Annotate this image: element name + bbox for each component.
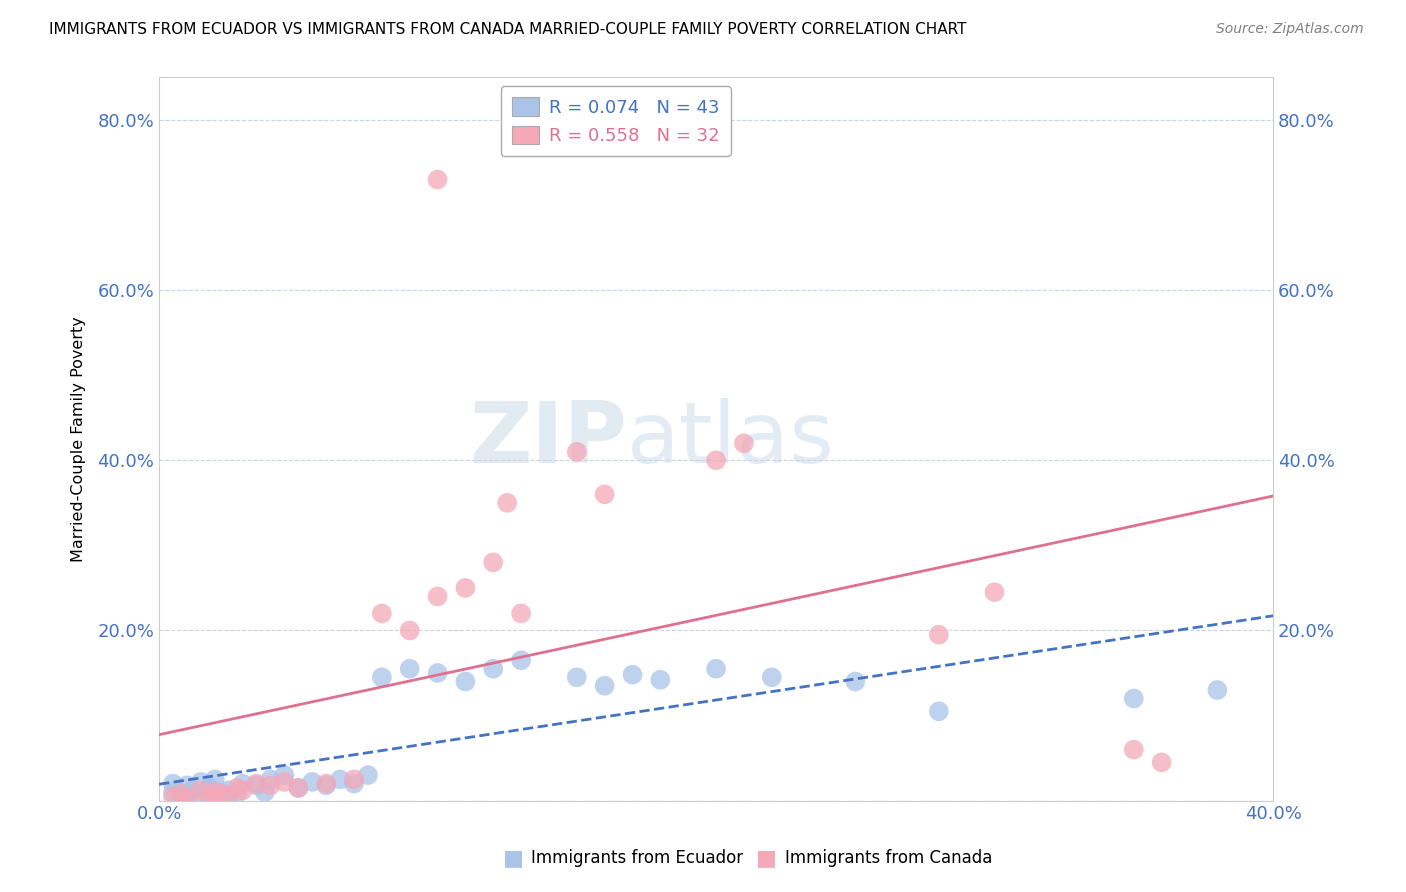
Point	[287, 780, 309, 795]
Point	[928, 628, 950, 642]
Point	[204, 772, 226, 787]
Point	[301, 775, 323, 789]
Point	[162, 785, 184, 799]
Point	[273, 768, 295, 782]
Point	[510, 653, 533, 667]
Point	[426, 172, 449, 186]
Text: atlas: atlas	[627, 398, 835, 481]
Point	[398, 662, 420, 676]
Point	[593, 487, 616, 501]
Point	[357, 768, 380, 782]
Point	[482, 555, 505, 569]
Point	[232, 783, 254, 797]
Point	[343, 772, 366, 787]
Point	[650, 673, 672, 687]
Point	[198, 780, 221, 795]
Text: ■: ■	[503, 848, 523, 868]
Point	[343, 776, 366, 790]
Legend: R = 0.074   N = 43, R = 0.558   N = 32: R = 0.074 N = 43, R = 0.558 N = 32	[501, 87, 731, 156]
Point	[621, 667, 644, 681]
Point	[209, 785, 232, 799]
Point	[245, 776, 267, 790]
Point	[510, 607, 533, 621]
Point	[218, 783, 240, 797]
Point	[204, 785, 226, 799]
Point	[593, 679, 616, 693]
Point	[454, 674, 477, 689]
Point	[162, 776, 184, 790]
Point	[170, 787, 193, 801]
Point	[259, 778, 281, 792]
Point	[426, 590, 449, 604]
Point	[226, 787, 249, 801]
Point	[1206, 683, 1229, 698]
Point	[218, 789, 240, 804]
Point	[218, 789, 240, 804]
Point	[844, 674, 866, 689]
Point	[371, 670, 394, 684]
Text: ■: ■	[756, 848, 776, 868]
Point	[190, 783, 212, 797]
Point	[204, 788, 226, 802]
Point	[176, 787, 198, 801]
Point	[733, 436, 755, 450]
Point	[371, 607, 394, 621]
Point	[983, 585, 1005, 599]
Point	[454, 581, 477, 595]
Point	[209, 787, 232, 801]
Point	[232, 776, 254, 790]
Point	[398, 624, 420, 638]
Point	[426, 665, 449, 680]
Point	[245, 778, 267, 792]
Point	[704, 453, 727, 467]
Point	[176, 778, 198, 792]
Point	[259, 772, 281, 787]
Point	[253, 785, 276, 799]
Point	[329, 772, 352, 787]
Point	[190, 775, 212, 789]
Point	[198, 780, 221, 795]
Point	[1122, 742, 1144, 756]
Point	[198, 789, 221, 804]
Point	[273, 775, 295, 789]
Point	[226, 780, 249, 795]
Point	[482, 662, 505, 676]
Point	[761, 670, 783, 684]
Text: ZIP: ZIP	[470, 398, 627, 481]
Text: IMMIGRANTS FROM ECUADOR VS IMMIGRANTS FROM CANADA MARRIED-COUPLE FAMILY POVERTY : IMMIGRANTS FROM ECUADOR VS IMMIGRANTS FR…	[49, 22, 967, 37]
Text: Immigrants from Canada: Immigrants from Canada	[785, 849, 991, 867]
Point	[315, 776, 337, 790]
Y-axis label: Married-Couple Family Poverty: Married-Couple Family Poverty	[72, 316, 86, 562]
Point	[565, 444, 588, 458]
Point	[181, 783, 204, 797]
Point	[287, 780, 309, 795]
Point	[162, 789, 184, 804]
Point	[496, 496, 519, 510]
Text: Source: ZipAtlas.com: Source: ZipAtlas.com	[1216, 22, 1364, 37]
Point	[704, 662, 727, 676]
Point	[1150, 756, 1173, 770]
Point	[315, 778, 337, 792]
Text: Immigrants from Ecuador: Immigrants from Ecuador	[531, 849, 744, 867]
Point	[170, 789, 193, 804]
Point	[1122, 691, 1144, 706]
Point	[565, 670, 588, 684]
Point	[928, 704, 950, 718]
Point	[190, 791, 212, 805]
Point	[176, 792, 198, 806]
